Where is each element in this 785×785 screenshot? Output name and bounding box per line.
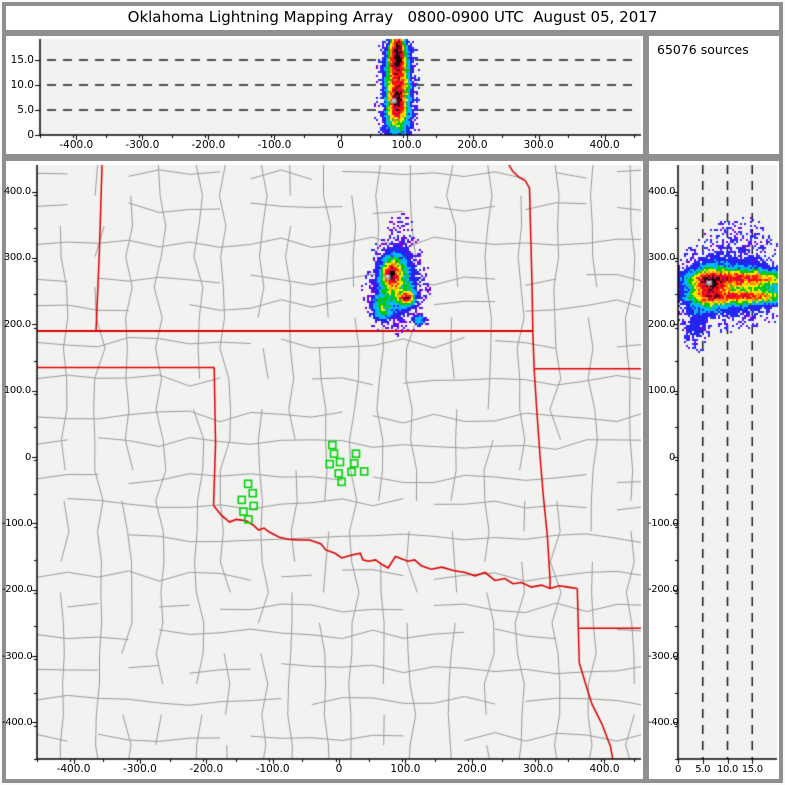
altitude-ns-panel: 0 5.0 10.0 15.0 -400.0 -300.0 -200.0 -100.0 0 100… [648, 161, 779, 779]
y-tick-label: 0 [668, 451, 675, 463]
x-tick-label: 5.0 [695, 764, 711, 775]
y-tick-label: -400.0 [2, 716, 33, 728]
y-tick-label: -200.0 [2, 584, 33, 596]
x-tick-label: -400.0 [56, 763, 91, 775]
y-tick-label: 300.0 [3, 252, 31, 264]
plan-view-panel: -400.0 -300.0 -200.0 -100.0 0 100.0 200.0 300.0… [2, 161, 643, 779]
y-tick-label: 10.0 [10, 78, 34, 91]
y-tick-label: -300.0 [648, 650, 679, 662]
y-tick-label: 100.0 [3, 385, 31, 397]
y-tick-label: -100.0 [648, 517, 679, 529]
altitude-ew-plot[interactable] [6, 36, 643, 154]
y-tick-label: 5.0 [17, 103, 34, 116]
x-tick-label: -100.0 [255, 763, 290, 775]
plan-view-plot[interactable] [6, 161, 643, 779]
y-tick-label: 0 [27, 128, 34, 141]
sources-count-label: 65076 sources [657, 42, 749, 57]
y-tick-label: 15.0 [10, 53, 34, 66]
altitude-ew-panel: -400.0 -300.0 -200.0 -100.0 0 100.0 200.0 300.0… [6, 36, 643, 154]
y-tick-label: 400.0 [648, 186, 676, 198]
y-tick-label: -200.0 [648, 584, 679, 596]
x-tick-label: 10.0 [716, 764, 739, 775]
x-tick-label: -200.0 [189, 763, 224, 775]
y-tick-label: 100.0 [648, 385, 676, 397]
sources-panel: 65076 sources [649, 36, 779, 154]
x-tick-label: -100.0 [257, 139, 292, 151]
x-tick-label: -300.0 [125, 139, 160, 151]
x-tick-label: 200.0 [457, 139, 488, 151]
y-tick-label: -300.0 [2, 650, 33, 662]
x-tick-label: 200.0 [456, 763, 487, 775]
x-tick-label: 400.0 [589, 139, 620, 151]
x-tick-label: 300.0 [523, 139, 554, 151]
y-tick-label: 200.0 [648, 318, 676, 330]
y-tick-label: 200.0 [3, 318, 31, 330]
x-tick-label: 0 [335, 763, 343, 775]
x-tick-label: -200.0 [191, 139, 226, 151]
x-tick-label: 300.0 [523, 763, 554, 775]
x-tick-label: 0 [674, 764, 682, 775]
x-tick-label: 100.0 [390, 763, 421, 775]
x-tick-label: 15.0 [741, 764, 763, 775]
x-tick-label: -300.0 [122, 763, 157, 775]
window-title: Oklahoma Lightning Mapping Array 0800-09… [6, 6, 779, 30]
x-tick-label: -400.0 [59, 139, 94, 151]
y-tick-label: -400.0 [648, 716, 679, 728]
x-tick-label: 100.0 [391, 139, 422, 151]
y-tick-label: -100.0 [2, 517, 33, 529]
y-tick-label: 400.0 [3, 186, 31, 198]
x-tick-label: 0 [337, 139, 344, 151]
y-tick-label: 0 [24, 451, 31, 463]
x-tick-label: 400.0 [589, 763, 620, 775]
altitude-ns-plot[interactable] [649, 161, 779, 779]
y-tick-label: 300.0 [648, 252, 676, 264]
